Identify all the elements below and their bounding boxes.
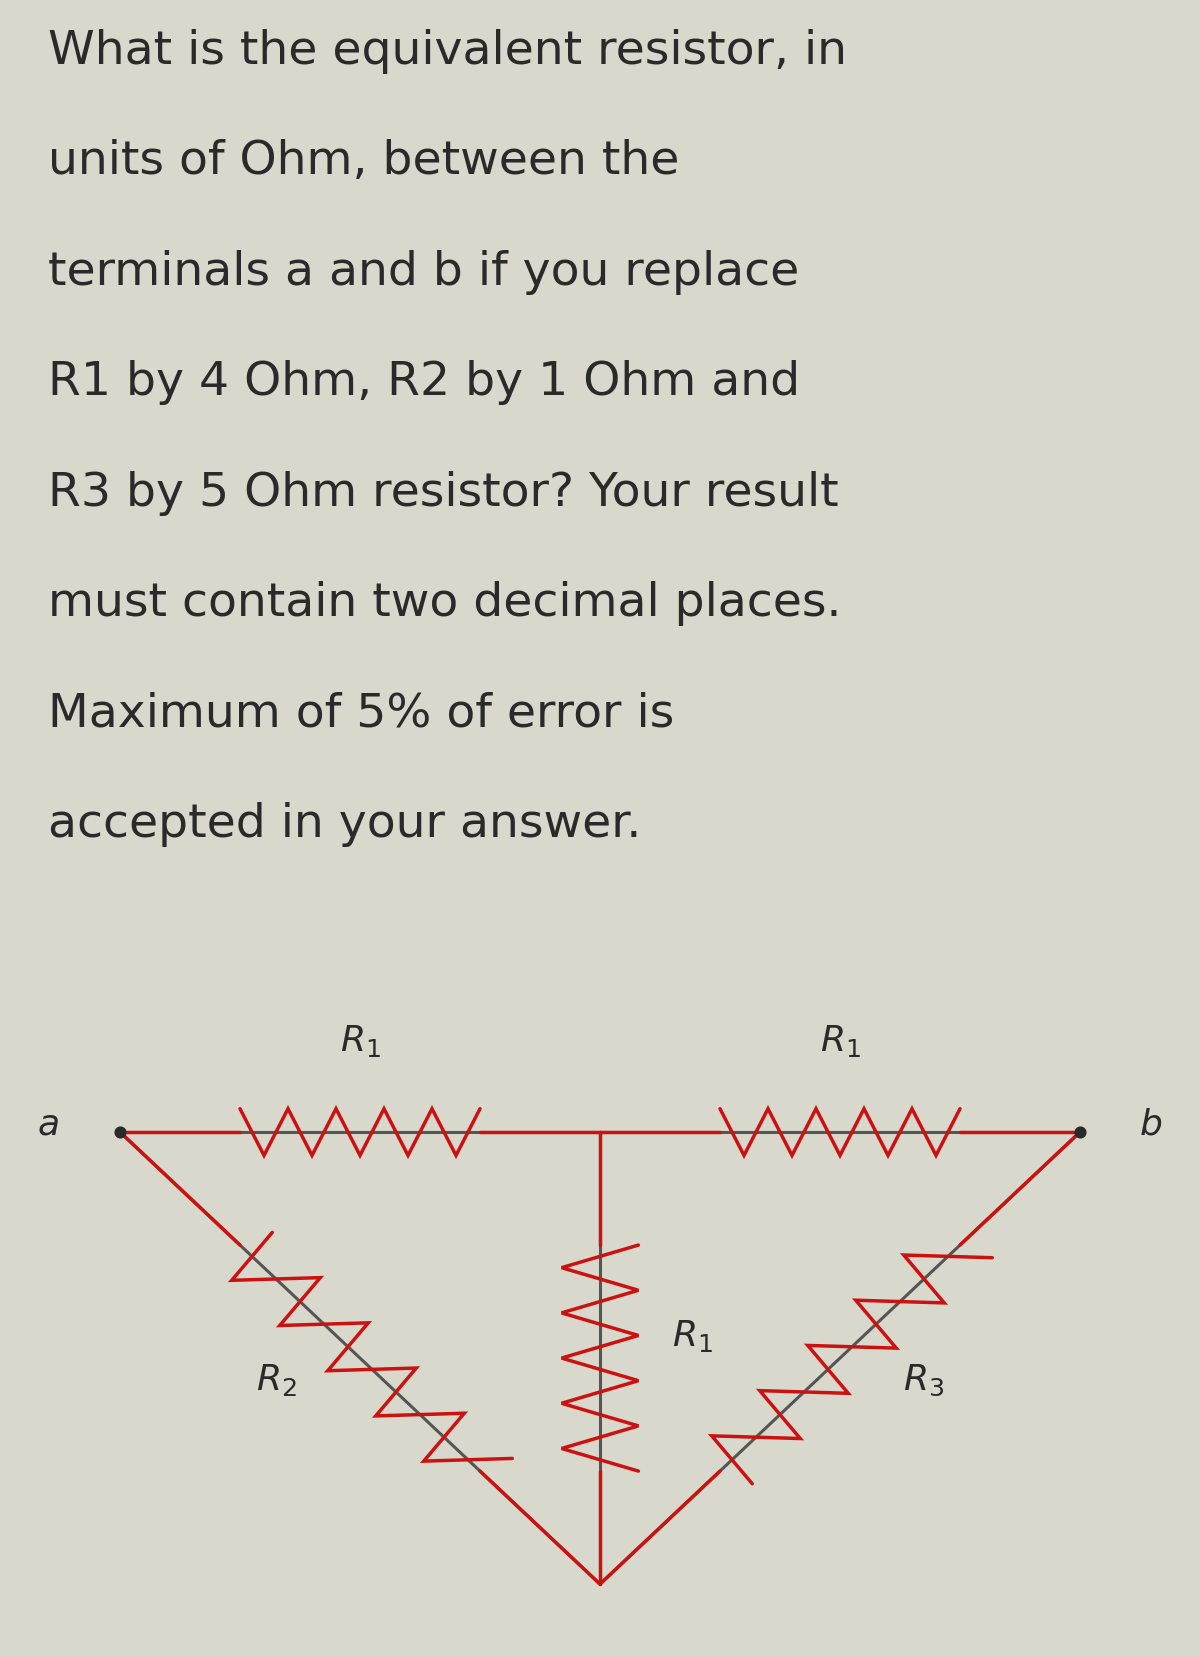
Text: R1 by 4 Ohm, R2 by 1 Ohm and: R1 by 4 Ohm, R2 by 1 Ohm and <box>48 361 800 406</box>
Text: units of Ohm, between the: units of Ohm, between the <box>48 139 679 184</box>
Text: $R_1$: $R_1$ <box>820 1022 860 1059</box>
Point <box>1070 1118 1090 1145</box>
Text: terminals a and b if you replace: terminals a and b if you replace <box>48 250 799 295</box>
Text: $R_1$: $R_1$ <box>672 1319 713 1354</box>
Text: $R_2$: $R_2$ <box>256 1362 296 1399</box>
Point <box>110 1118 130 1145</box>
Text: b: b <box>1140 1109 1163 1142</box>
Text: $R_1$: $R_1$ <box>340 1022 380 1059</box>
Text: must contain two decimal places.: must contain two decimal places. <box>48 582 841 626</box>
Text: What is the equivalent resistor, in: What is the equivalent resistor, in <box>48 28 847 75</box>
Text: $R_3$: $R_3$ <box>904 1362 944 1397</box>
Text: accepted in your answer.: accepted in your answer. <box>48 802 641 847</box>
Text: Maximum of 5% of error is: Maximum of 5% of error is <box>48 693 674 737</box>
Text: a: a <box>38 1109 60 1142</box>
Text: R3 by 5 Ohm resistor? Your result: R3 by 5 Ohm resistor? Your result <box>48 471 839 515</box>
